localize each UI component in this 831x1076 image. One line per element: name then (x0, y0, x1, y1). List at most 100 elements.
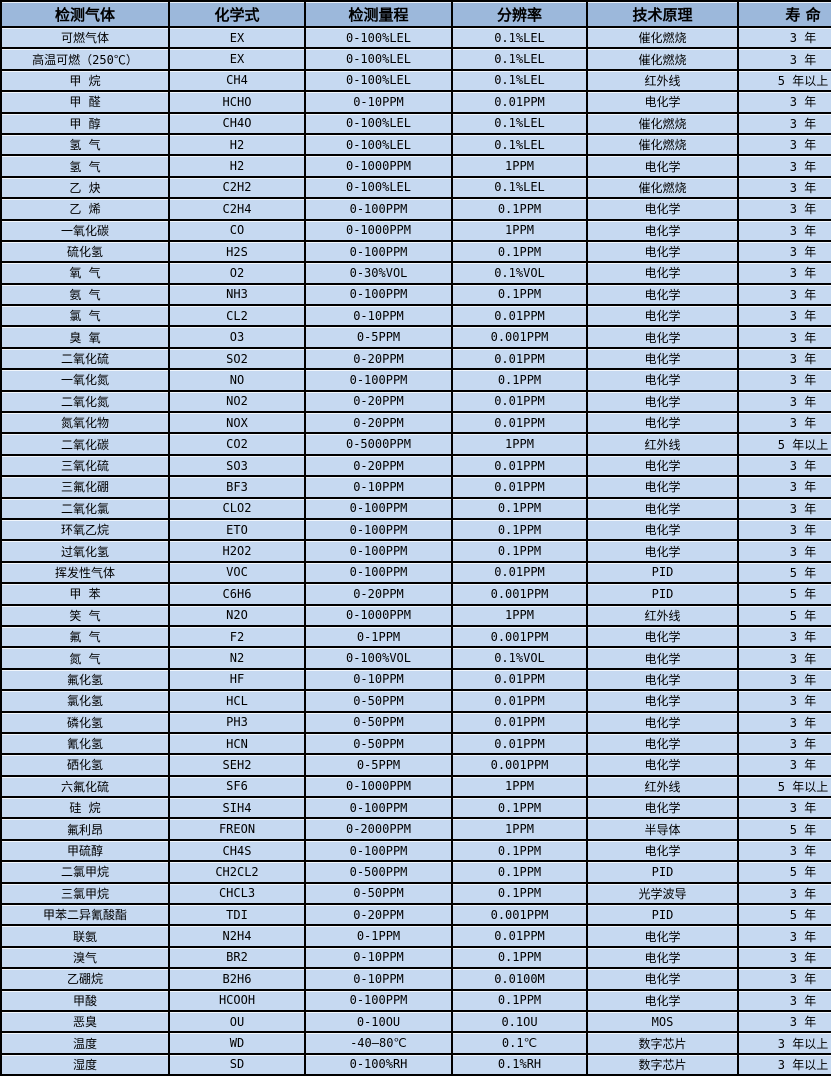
cell-r19-c4: 红外线 (586, 432, 739, 456)
cell-r30-c0: 氟化氢 (0, 667, 170, 692)
cell-r17-c1: NO2 (168, 389, 306, 414)
cell-r30-c3: 0.01PPM (451, 667, 588, 692)
cell-r6-c3: 1PPM (451, 154, 588, 178)
cell-r16-c1: NO (168, 368, 306, 392)
table-row: 高温可燃（250℃） EX 0-100%LEL 0.1%LEL 催化燃烧 3 年 (0, 47, 831, 71)
table-row: 乙 烯 C2H4 0-100PPM 0.1PPM 电化学 3 年 (0, 197, 831, 221)
column-header-1: 化学式 (168, 0, 306, 28)
cell-r7-c0: 乙 炔 (0, 175, 170, 200)
cell-r40-c0: 三氯甲烷 (0, 881, 170, 906)
column-header-0: 检测气体 (0, 0, 170, 28)
cell-r13-c4: 电化学 (586, 304, 739, 328)
column-header-2: 检测量程 (304, 0, 453, 28)
column-header-4: 技术原理 (586, 0, 739, 28)
cell-r44-c0: 乙硼烷 (0, 967, 170, 991)
cell-r38-c0: 甲硫醇 (0, 838, 170, 863)
cell-r29-c1: N2 (168, 646, 306, 670)
cell-r23-c3: 0.1PPM (451, 517, 588, 542)
cell-r39-c4: PID (586, 860, 739, 884)
cell-r1-c5: 3 年 (737, 47, 831, 71)
cell-r11-c3: 0.1%VOL (451, 261, 588, 285)
cell-r43-c2: 0-10PPM (304, 945, 453, 970)
cell-r21-c1: BF3 (168, 475, 306, 499)
table-row: 恶臭 OU 0-10OU 0.1OU MOS 3 年 (0, 1009, 831, 1034)
cell-r3-c0: 甲 醛 (0, 90, 170, 114)
cell-r11-c0: 氧 气 (0, 261, 170, 285)
cell-r16-c3: 0.1PPM (451, 368, 588, 392)
cell-r29-c0: 氮 气 (0, 646, 170, 670)
cell-r12-c2: 0-100PPM (304, 282, 453, 307)
cell-r0-c5: 3 年 (737, 25, 831, 50)
cell-r24-c0: 过氧化氢 (0, 539, 170, 563)
cell-r28-c1: F2 (168, 624, 306, 649)
table-row: 氢 气 H2 0-100%LEL 0.1%LEL 催化燃烧 3 年 (0, 132, 831, 157)
cell-r27-c0: 笑 气 (0, 603, 170, 627)
table-row: 二氧化硫 SO2 0-20PPM 0.01PPM 电化学 3 年 (0, 346, 831, 371)
cell-r11-c5: 3 年 (737, 261, 831, 285)
table-row: 氢 气 H2 0-1000PPM 1PPM 电化学 3 年 (0, 154, 831, 178)
cell-r10-c4: 电化学 (586, 239, 739, 264)
cell-r17-c3: 0.01PPM (451, 389, 588, 414)
cell-r3-c3: 0.01PPM (451, 90, 588, 114)
cell-r48-c1: SD (168, 1052, 306, 1076)
cell-r20-c4: 电化学 (586, 453, 739, 478)
cell-r45-c4: 电化学 (586, 988, 739, 1012)
column-header-3: 分辨率 (451, 0, 588, 28)
cell-r7-c1: C2H2 (168, 175, 306, 200)
cell-r17-c0: 二氧化氮 (0, 389, 170, 414)
cell-r43-c1: BR2 (168, 945, 306, 970)
cell-r5-c3: 0.1%LEL (451, 132, 588, 157)
cell-r41-c4: PID (586, 902, 739, 927)
cell-r6-c5: 3 年 (737, 154, 831, 178)
cell-r16-c4: 电化学 (586, 368, 739, 392)
cell-r10-c1: H2S (168, 239, 306, 264)
cell-r21-c2: 0-10PPM (304, 475, 453, 499)
cell-r35-c5: 5 年以上 (737, 774, 831, 799)
cell-r18-c5: 3 年 (737, 411, 831, 435)
cell-r24-c4: 电化学 (586, 539, 739, 563)
cell-r24-c3: 0.1PPM (451, 539, 588, 563)
cell-r20-c2: 0-20PPM (304, 453, 453, 478)
cell-r12-c3: 0.1PPM (451, 282, 588, 307)
cell-r26-c5: 5 年 (737, 582, 831, 606)
cell-r29-c2: 0-100%VOL (304, 646, 453, 670)
cell-r34-c0: 硒化氢 (0, 753, 170, 777)
cell-r12-c4: 电化学 (586, 282, 739, 307)
cell-r44-c3: 0.0100M (451, 967, 588, 991)
cell-r9-c0: 一氧化碳 (0, 218, 170, 242)
cell-r28-c3: 0.001PPM (451, 624, 588, 649)
table-row: 温度 WD -40—80℃ 0.1℃ 数字芯片 3 年以上 (0, 1031, 831, 1055)
table-row: 六氟化硫 SF6 0-1000PPM 1PPM 红外线 5 年以上 (0, 774, 831, 799)
cell-r40-c2: 0-50PPM (304, 881, 453, 906)
cell-r22-c1: CLO2 (168, 496, 306, 521)
table-row: 二氯甲烷 CH2CL2 0-500PPM 0.1PPM PID 5 年 (0, 860, 831, 884)
cell-r12-c1: NH3 (168, 282, 306, 307)
cell-r42-c5: 3 年 (737, 924, 831, 948)
cell-r5-c2: 0-100%LEL (304, 132, 453, 157)
table-row: 氟化氢 HF 0-10PPM 0.01PPM 电化学 3 年 (0, 667, 831, 692)
table-row: 环氧乙烷 ETO 0-100PPM 0.1PPM 电化学 3 年 (0, 517, 831, 542)
cell-r3-c4: 电化学 (586, 90, 739, 114)
cell-r14-c1: O3 (168, 325, 306, 349)
cell-r46-c4: MOS (586, 1009, 739, 1034)
cell-r26-c2: 0-20PPM (304, 582, 453, 606)
cell-r25-c4: PID (586, 560, 739, 585)
cell-r25-c2: 0-100PPM (304, 560, 453, 585)
cell-r10-c5: 3 年 (737, 239, 831, 264)
cell-r36-c5: 3 年 (737, 796, 831, 820)
cell-r19-c3: 1PPM (451, 432, 588, 456)
cell-r10-c0: 硫化氢 (0, 239, 170, 264)
cell-r1-c0: 高温可燃（250℃） (0, 47, 170, 71)
table-row: 乙硼烷 B2H6 0-10PPM 0.0100M 电化学 3 年 (0, 967, 831, 991)
cell-r34-c4: 电化学 (586, 753, 739, 777)
cell-r14-c5: 3 年 (737, 325, 831, 349)
cell-r32-c0: 磷化氢 (0, 710, 170, 734)
cell-r18-c3: 0.01PPM (451, 411, 588, 435)
cell-r45-c1: HCOOH (168, 988, 306, 1012)
cell-r8-c1: C2H4 (168, 197, 306, 221)
cell-r33-c0: 氰化氢 (0, 731, 170, 756)
cell-r7-c3: 0.1%LEL (451, 175, 588, 200)
cell-r8-c4: 电化学 (586, 197, 739, 221)
cell-r45-c0: 甲酸 (0, 988, 170, 1012)
cell-r46-c3: 0.1OU (451, 1009, 588, 1034)
